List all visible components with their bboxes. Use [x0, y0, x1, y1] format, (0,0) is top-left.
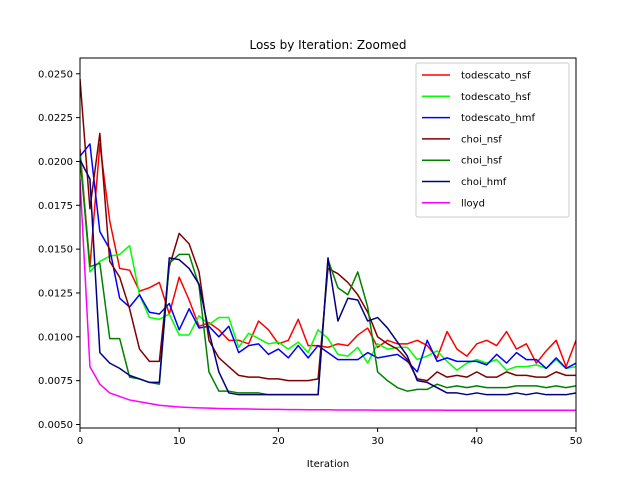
x-axis: 0 10 20 30 40 50: [77, 428, 583, 447]
legend-label-todescato_hmf: todescato_hmf: [461, 113, 535, 124]
x-tick-label: 30: [371, 436, 384, 447]
x-axis-label: Iteration: [307, 459, 349, 470]
legend-frame: [415, 62, 570, 218]
plot-frame: [79, 57, 577, 429]
y-tick-label: 0.0225: [38, 113, 73, 124]
series-layer: [80, 78, 576, 412]
plot-area: [79, 57, 577, 429]
series-line-todescato_hmf: [80, 143, 576, 373]
x-tick-label: 10: [173, 436, 186, 447]
y-tick-label: 0.0125: [38, 288, 73, 299]
legend-label-todescato_hsf: todescato_hsf: [461, 92, 531, 103]
y-tick-label: 0.0075: [38, 376, 73, 387]
legend-label-choi_hmf: choi_hmf: [461, 177, 507, 188]
y-tick-label: 0.0175: [38, 201, 73, 212]
series-line-choi_hmf: [80, 159, 576, 396]
x-tick-label: 0: [77, 436, 83, 447]
legend-label-lloyd: lloyd: [461, 198, 485, 209]
y-tick-label: 0.0250: [38, 69, 73, 80]
y-tick-label: 0.0100: [38, 332, 73, 343]
x-tick-label: 40: [470, 436, 483, 447]
series-line-todescato_hsf: [80, 152, 576, 371]
y-axis: 0.0050 0.0075 0.0100 0.0125 0.0150 0.0175 0.02…: [38, 69, 80, 431]
x-tick-label: 50: [570, 436, 583, 447]
x-tick-label: 20: [272, 436, 285, 447]
y-tick-label: 0.0150: [38, 245, 73, 256]
chart-title: Loss by Iteration: Zoomed: [249, 38, 406, 52]
series-line-todescato_nsf: [80, 143, 576, 368]
y-tick-label: 0.0050: [38, 420, 73, 431]
y-tick-label: 0.0200: [38, 157, 73, 168]
legend-label-todescato_nsf: todescato_nsf: [461, 71, 531, 82]
legend-label-choi_hsf: choi_hsf: [461, 156, 502, 167]
legend: todescato_nsf todescato_hsf todescato_hmfc…: [415, 62, 570, 218]
legend-label-choi_nsf: choi_nsf: [461, 134, 502, 145]
series-line-lloyd: [80, 178, 576, 412]
